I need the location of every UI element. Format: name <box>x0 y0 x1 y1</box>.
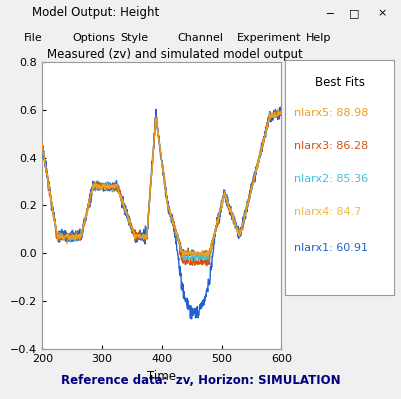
Text: Best Fits: Best Fits <box>314 76 364 89</box>
Text: File: File <box>24 33 43 43</box>
Text: Measured (zv) and simulated model output: Measured (zv) and simulated model output <box>47 47 302 61</box>
Text: Reference data:  zv, Horizon: SIMULATION: Reference data: zv, Horizon: SIMULATION <box>61 374 340 387</box>
Text: Model Output: Height: Model Output: Height <box>32 6 159 20</box>
Text: ─: ─ <box>326 8 332 18</box>
Text: □: □ <box>348 8 358 18</box>
Text: nlarx4: 84.7: nlarx4: 84.7 <box>294 207 360 217</box>
Text: nlarx5: 88.98: nlarx5: 88.98 <box>294 108 368 118</box>
Text: Options: Options <box>72 33 115 43</box>
X-axis label: Time: Time <box>147 369 176 383</box>
Text: Help: Help <box>305 33 330 43</box>
Text: nlarx2: 85.36: nlarx2: 85.36 <box>294 174 367 184</box>
Text: ×: × <box>376 8 386 18</box>
Text: Experiment: Experiment <box>237 33 301 43</box>
Text: nlarx1: 60.91: nlarx1: 60.91 <box>294 243 367 253</box>
Text: nlarx3: 86.28: nlarx3: 86.28 <box>294 141 367 151</box>
Text: Style: Style <box>120 33 148 43</box>
Text: Channel: Channel <box>176 33 222 43</box>
